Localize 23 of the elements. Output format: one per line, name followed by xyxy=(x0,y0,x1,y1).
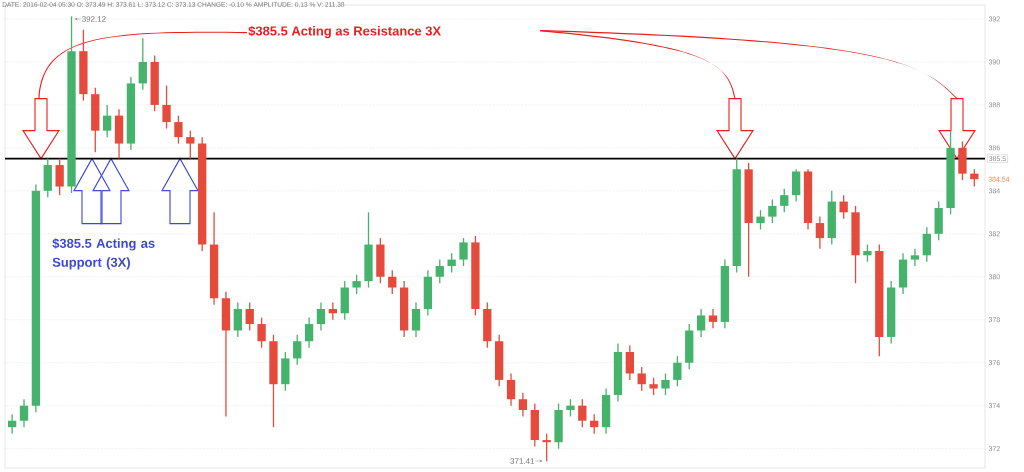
candlestick xyxy=(281,351,290,392)
candlestick xyxy=(554,402,563,450)
candlestick xyxy=(744,162,753,278)
candlestick xyxy=(661,372,670,396)
candlestick xyxy=(186,130,195,160)
candlestick xyxy=(269,334,278,428)
annotation: $385.5 Acting as Resistance 3X xyxy=(248,25,442,39)
candlestick xyxy=(459,237,468,267)
candlestick xyxy=(851,205,860,284)
candlestick xyxy=(257,316,266,349)
candlestick xyxy=(376,237,385,284)
candlestick xyxy=(352,273,361,295)
annotation: $385.5 Acting as Support (3X) xyxy=(52,238,155,270)
candlestick xyxy=(364,211,373,289)
candlestick xyxy=(768,198,777,224)
candlestick xyxy=(162,84,171,130)
candlestick xyxy=(673,355,682,388)
candlestick xyxy=(471,235,480,317)
candlestick xyxy=(946,130,955,216)
candlestick xyxy=(79,29,88,102)
candlestick xyxy=(174,114,183,145)
candlestick xyxy=(958,140,967,181)
candlestick xyxy=(55,157,64,196)
